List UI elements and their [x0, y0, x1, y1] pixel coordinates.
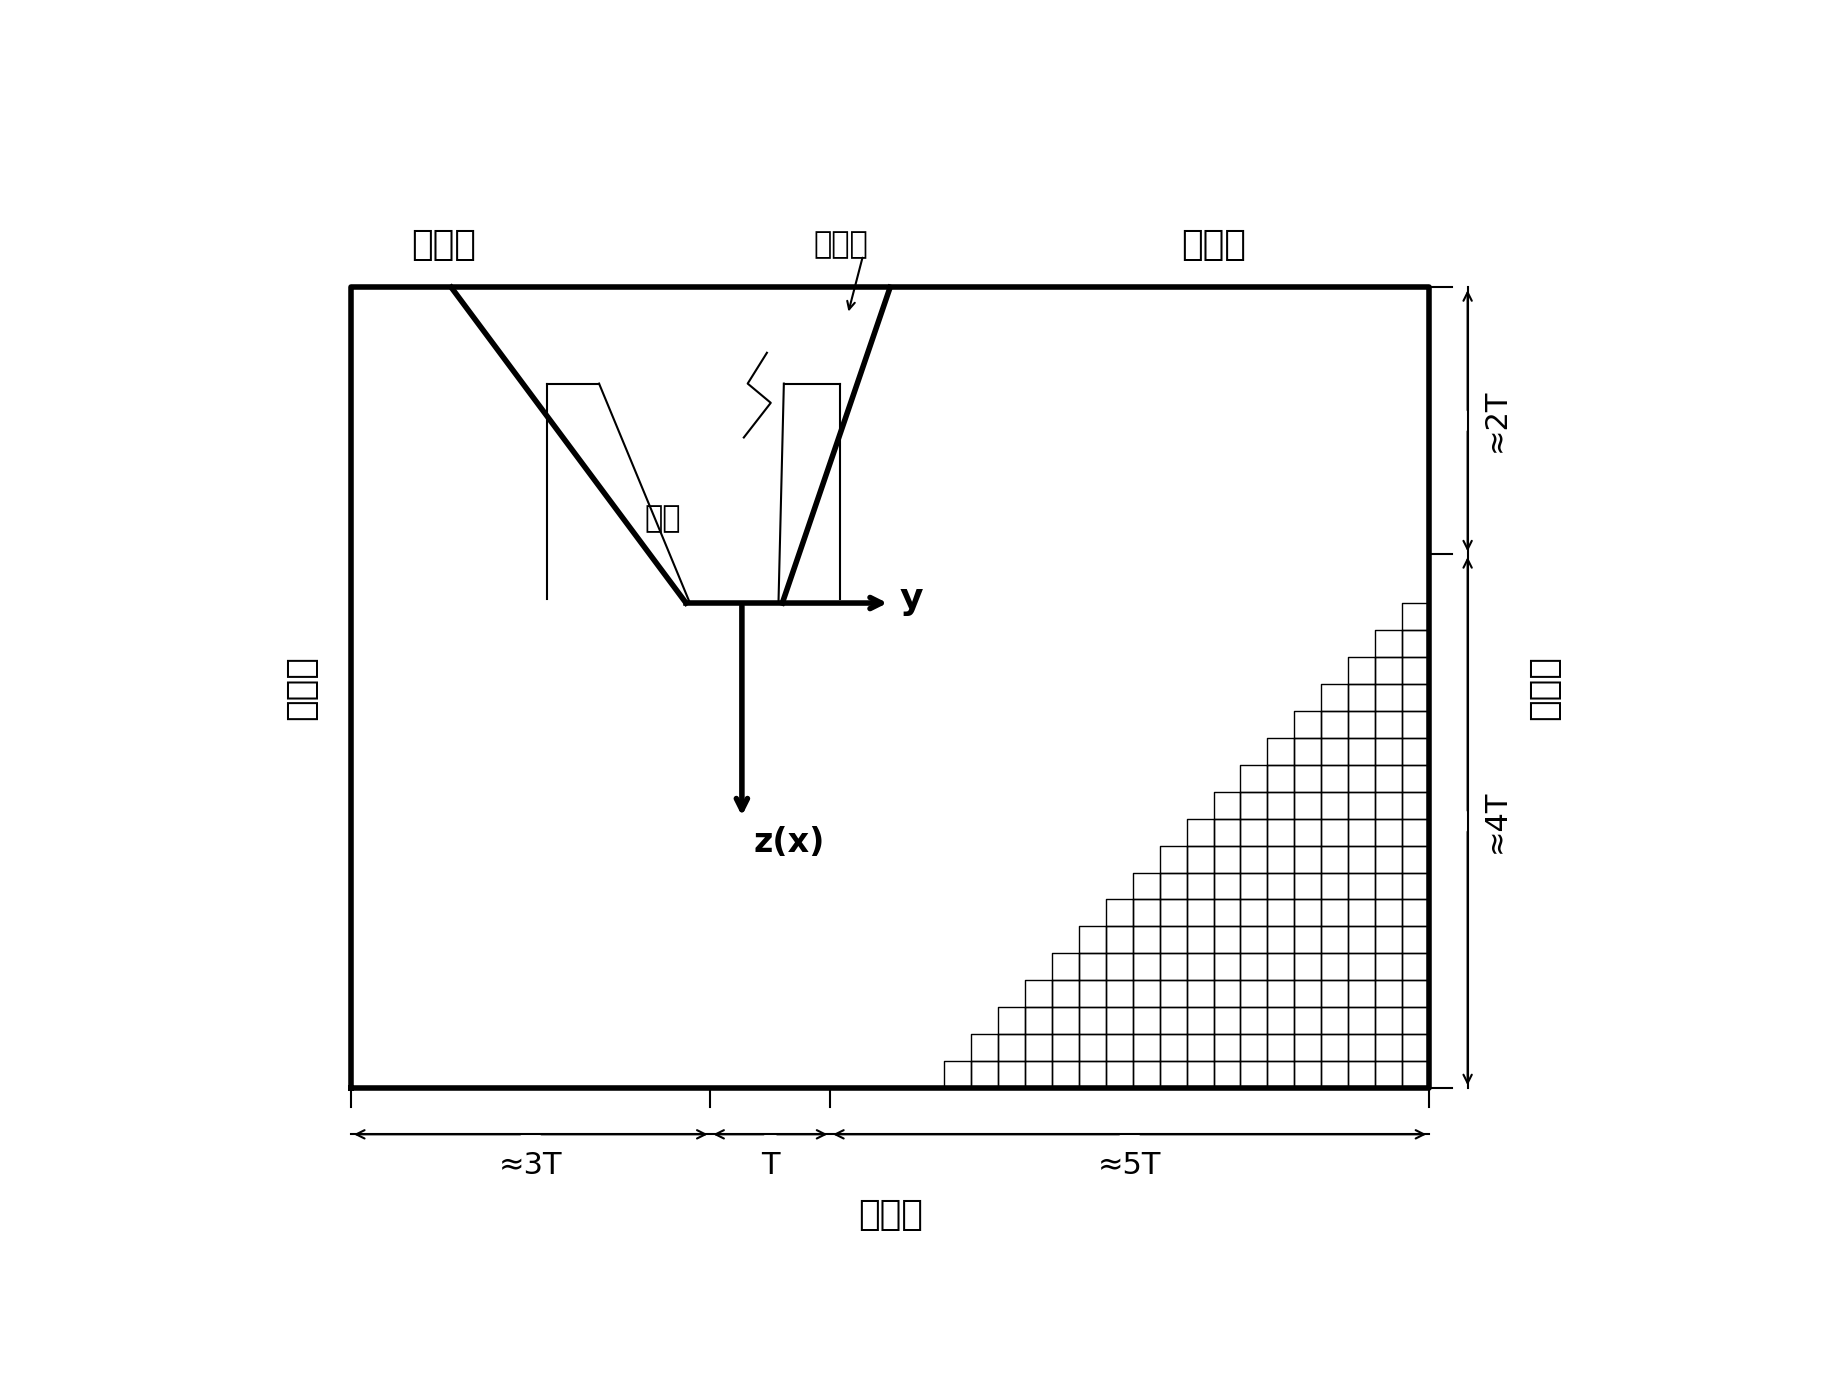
Text: 山内侧: 山内侧: [857, 1198, 922, 1232]
Text: ≈3T: ≈3T: [499, 1151, 562, 1180]
Text: ≈2T: ≈2T: [1482, 390, 1510, 452]
Text: z(x): z(x): [754, 827, 824, 860]
Text: y: y: [900, 583, 922, 616]
Text: ≈5T: ≈5T: [1098, 1151, 1161, 1180]
Text: 河床侧: 河床侧: [1181, 227, 1246, 262]
Text: 下游侧: 下游侧: [1528, 655, 1562, 720]
Text: 拱坝: 拱坝: [645, 503, 682, 533]
Text: 拱肩槽: 拱肩槽: [813, 230, 869, 259]
Text: 河床侧: 河床侧: [410, 227, 477, 262]
Text: 上游侧: 上游侧: [285, 655, 318, 720]
Text: ≈4T: ≈4T: [1482, 789, 1510, 853]
Text: T: T: [761, 1151, 780, 1180]
